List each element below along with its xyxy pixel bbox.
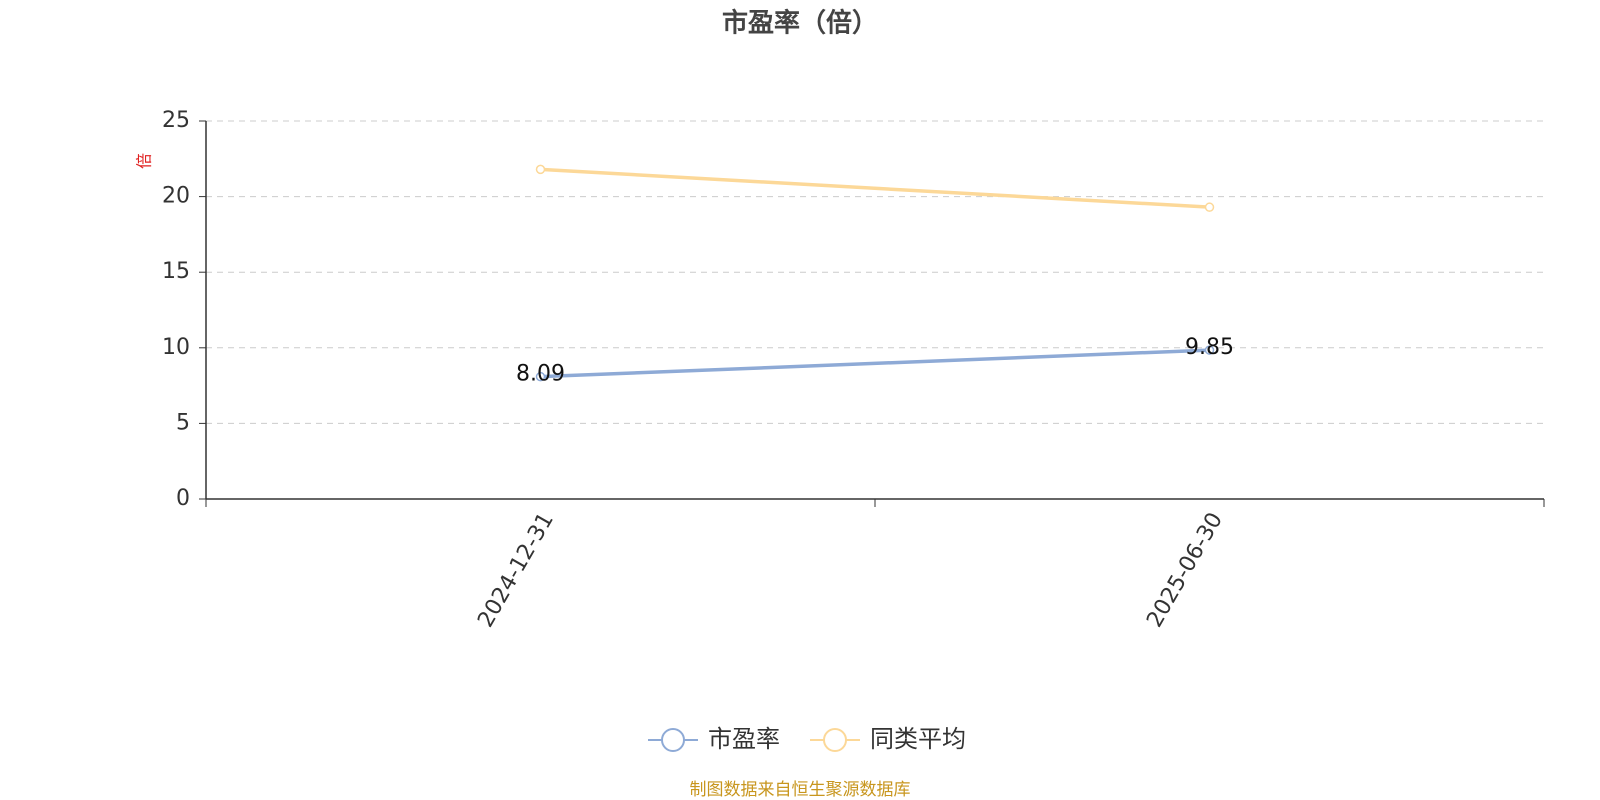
data-point [1204, 202, 1215, 212]
x-tick-label: 2024-12-31 [473, 509, 559, 632]
data-point [1204, 345, 1215, 355]
data-label: 9.85 [1185, 335, 1234, 360]
y-tick-label: 10 [162, 335, 190, 360]
y-tick-label: 25 [162, 108, 190, 133]
source-note: 制图数据来自恒生聚源数据库 [690, 780, 911, 800]
y-tick-label: 5 [176, 410, 190, 435]
y-tick-label: 15 [162, 259, 190, 284]
series-line [540, 167, 1210, 209]
y-axis-label: 倍 [135, 153, 154, 169]
chart-title: 市盈率（倍） [722, 8, 878, 39]
series-line [540, 348, 1210, 379]
legend-label: 市盈率 [708, 725, 780, 753]
data-point [535, 164, 546, 175]
data-point [535, 371, 546, 382]
legend-marker [823, 728, 847, 752]
y-tick-label: 0 [176, 486, 190, 511]
legend-label: 同类平均 [870, 725, 966, 753]
legend-marker [661, 728, 685, 752]
y-tick-label: 20 [162, 184, 190, 209]
x-tick-label: 2025-06-30 [1142, 509, 1228, 632]
data-label: 8.09 [516, 362, 565, 387]
